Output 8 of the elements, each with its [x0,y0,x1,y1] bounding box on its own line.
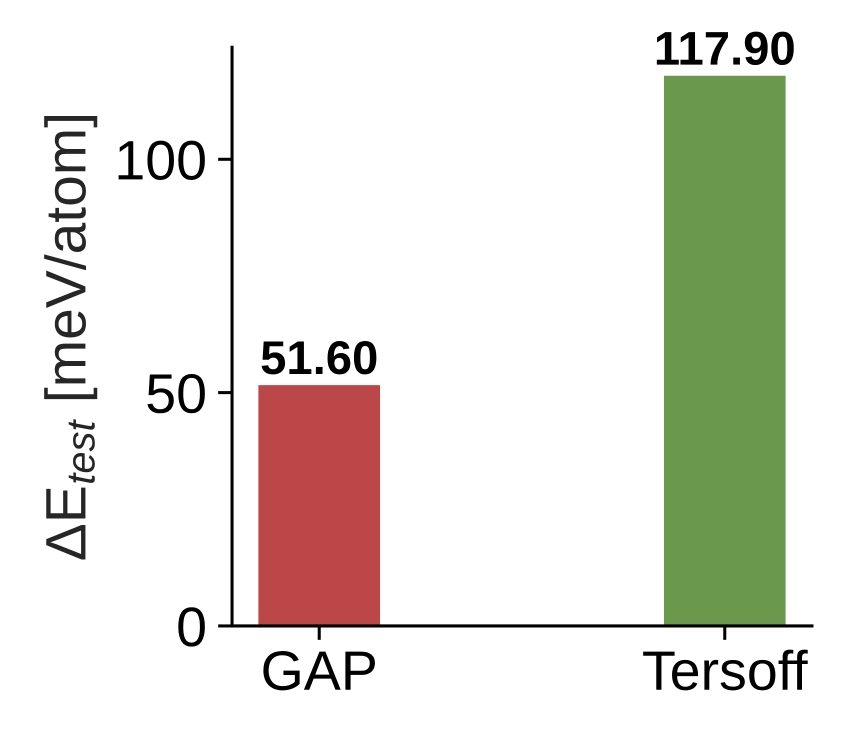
data-label: 117.90 [656,32,794,66]
y-tick-label: 50 [147,374,205,414]
x-tick-label: Tersoff [643,650,808,690]
y-tick-label: 100 [118,140,205,180]
data-label: 51.60 [262,340,376,374]
x-tick-label: GAP [263,651,375,690]
y-axis-title: ΔE$_{test}$ [meV/atom] [44,116,98,560]
y-tick-label: 0 [178,607,205,647]
